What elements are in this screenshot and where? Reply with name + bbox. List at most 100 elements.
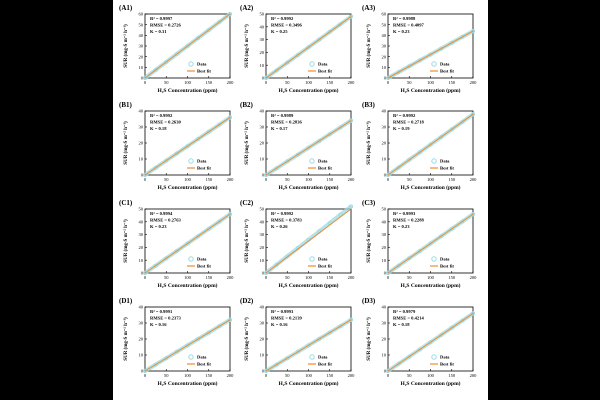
x-axis-title: H₂S Concentration (ppm) (400, 87, 460, 94)
y-tick-label: 10 (382, 65, 387, 70)
stat-annotation: R² = 0.9993 (271, 309, 294, 314)
y-tick-label: 0 (384, 173, 387, 178)
data-point (385, 369, 390, 374)
legend-data-label: Data (318, 257, 328, 262)
y-axis-title: SUR (mg-S m⁻² h⁻¹) (366, 317, 372, 361)
legend-fit-label: Best fit (197, 166, 211, 171)
y-tick-label: 50 (382, 22, 387, 27)
y-tick-label: 0 (141, 369, 144, 374)
stat-annotation: K = 0.25 (271, 29, 288, 34)
legend-data-marker (188, 158, 194, 164)
best-fit-line (265, 120, 352, 176)
data-point (153, 165, 158, 170)
data-point (274, 362, 279, 367)
data-point (428, 340, 433, 345)
stat-annotation: R² = 0.9992 (271, 211, 294, 216)
data-point (439, 234, 444, 239)
x-tick-label: 100 (427, 80, 435, 85)
x-tick-label: 0 (144, 80, 147, 85)
y-tick-label: 50 (139, 22, 144, 27)
data-point (263, 76, 268, 81)
best-fit-line (387, 213, 474, 274)
y-tick-label: 40 (382, 305, 387, 310)
legend-data-marker (431, 354, 437, 360)
y-tick-label: 10 (260, 258, 265, 263)
stat-annotation: K = 0.16 (150, 322, 167, 327)
x-axis-title: H₂S Concentration (ppm) (157, 184, 217, 191)
legend-data-marker (309, 61, 315, 67)
x-tick-label: 50 (285, 177, 290, 182)
legend-data-label: Data (197, 159, 207, 164)
chart-panel: (D1) 0 10 20 30 40 0 50 100 150 200 H₂S Concentrati… (119, 297, 234, 387)
x-tick-label: 150 (326, 373, 334, 378)
x-tick-label: 100 (305, 177, 313, 182)
y-tick-label: 50 (139, 207, 144, 212)
y-tick-label: 30 (260, 232, 265, 237)
chart-panel: (D3) 0 10 20 30 40 0 50 100 150 200 H₂S Concentrati… (362, 297, 477, 387)
chart-panel: (A3) 0 10 20 30 40 50 60 0 50 100 150 200 H₂S Concent… (362, 4, 477, 94)
best-fit-line (144, 116, 231, 176)
legend-data-marker (431, 158, 437, 164)
x-tick-label: 0 (265, 177, 268, 182)
data-point (338, 212, 343, 217)
stat-annotation: R² = 0.9992 (393, 113, 416, 118)
x-tick-label: 200 (227, 80, 235, 85)
legend-fit-label: Best fit (197, 362, 211, 367)
data-point (349, 14, 354, 19)
x-tick-label: 150 (205, 275, 213, 280)
data-point (327, 29, 332, 34)
legend-fit-label: Best fit (318, 362, 332, 367)
panel-label: (C1) (119, 199, 133, 207)
y-tick-label: 40 (382, 109, 387, 114)
data-point (338, 22, 343, 27)
data-point (439, 135, 444, 140)
data-point (228, 115, 233, 120)
stat-annotation: K = 0.17 (271, 126, 288, 131)
best-fit-line (387, 113, 474, 176)
x-tick-label: 200 (348, 373, 356, 378)
y-tick-label: 50 (260, 12, 265, 17)
chart-panel: (B2) 0 10 20 30 40 0 50 100 150 200 H₂S Concentrati… (240, 101, 355, 191)
y-axis-title: SUR (mg-S m⁻² h⁻¹) (366, 219, 372, 263)
legend-data-marker (431, 256, 437, 262)
x-tick-label: 100 (427, 177, 435, 182)
x-tick-label: 150 (205, 373, 213, 378)
legend-fit-label: Best fit (318, 264, 332, 269)
data-point (396, 263, 401, 268)
x-tick-label: 150 (448, 373, 456, 378)
data-point (185, 343, 190, 348)
y-axis-title: SUR (mg-S m⁻² h⁻¹) (244, 219, 250, 263)
y-tick-label: 0 (384, 271, 387, 276)
stat-annotation: K = 0.18 (393, 322, 410, 327)
stat-annotation: R² = 0.9992 (150, 113, 173, 118)
data-point (327, 330, 332, 335)
data-point (174, 151, 179, 156)
y-tick-label: 60 (382, 12, 387, 17)
stat-annotation: R² = 0.9992 (271, 16, 294, 21)
data-point (327, 132, 332, 137)
x-tick-label: 150 (205, 80, 213, 85)
legend-data-label: Data (440, 257, 450, 262)
x-tick-label: 0 (387, 177, 390, 182)
x-tick-label: 150 (448, 275, 456, 280)
y-axis-title: SUR (mg-S m⁻² h⁻¹) (244, 24, 250, 68)
x-tick-label: 0 (387, 275, 390, 280)
best-fit-line (265, 319, 352, 372)
y-axis-title: SUR (mg-S m⁻² h⁻¹) (366, 24, 372, 68)
data-point (174, 52, 179, 57)
x-tick-label: 0 (144, 373, 147, 378)
stat-annotation: RMSE = 0.2763 (150, 218, 182, 223)
chart-panel: (D2) 0 10 20 30 40 0 50 100 150 200 H₂S Concentrati… (240, 297, 355, 387)
stat-annotation: RMSE = 0.2139 (271, 316, 303, 321)
stat-annotation: RMSE = 0.3783 (271, 218, 303, 223)
stat-annotation: R² = 0.9988 (393, 16, 416, 21)
data-point (295, 52, 300, 57)
y-tick-label: 30 (382, 321, 387, 326)
y-tick-label: 40 (260, 305, 265, 310)
y-tick-label: 30 (139, 44, 144, 49)
stat-annotation: RMSE = 0.4097 (393, 23, 425, 28)
data-point (206, 27, 211, 32)
data-point (396, 165, 401, 170)
data-point (407, 157, 412, 162)
best-fit-line (144, 213, 231, 274)
